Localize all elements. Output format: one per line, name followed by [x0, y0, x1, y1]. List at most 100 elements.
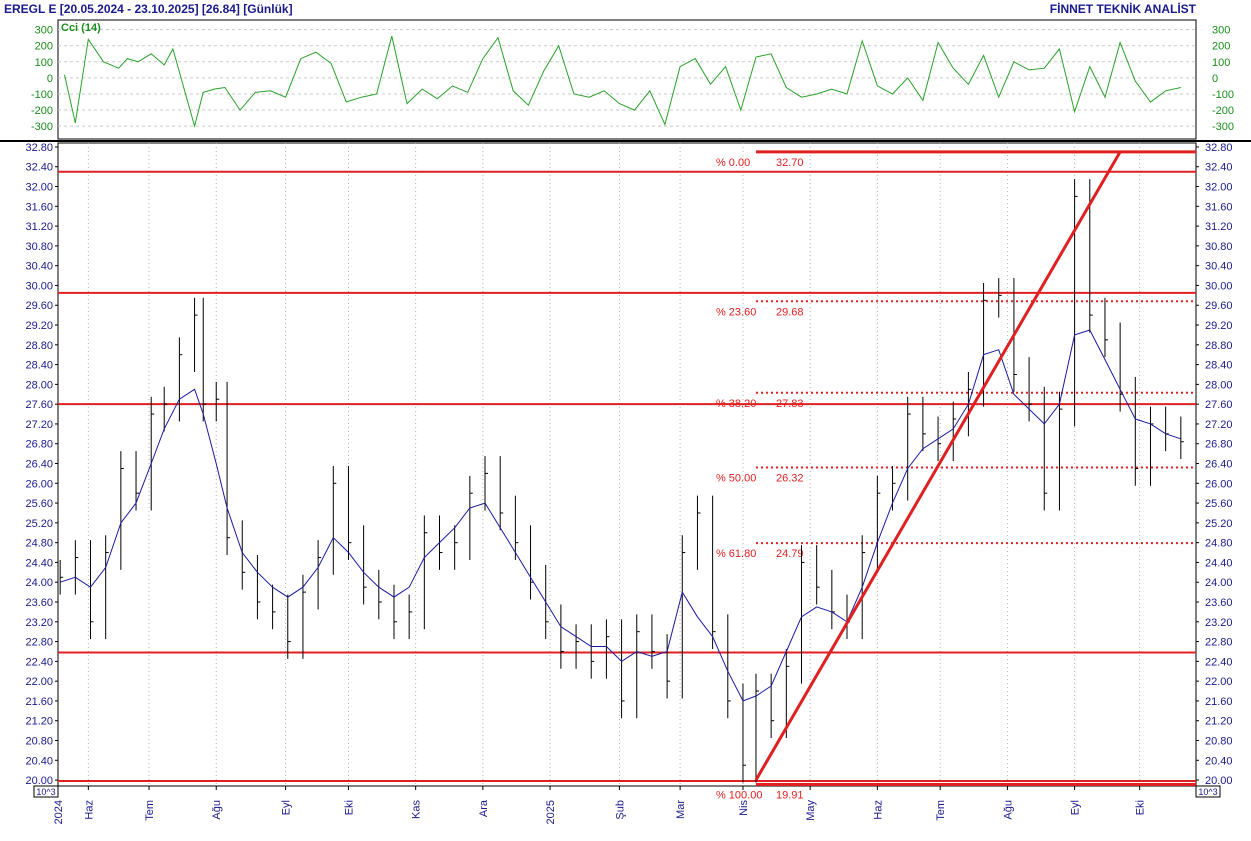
cci-tick-label-left: -200: [31, 105, 53, 117]
price-tick-label-left: 22.00: [25, 676, 53, 688]
price-tick-label-right: 24.80: [1205, 538, 1233, 550]
x-tick-label: May: [805, 800, 817, 821]
unit-note-right: 10^3: [1198, 787, 1217, 797]
price-tick-label-right: 20.00: [1205, 775, 1233, 787]
fibonacci-percent-label: % 23.60: [716, 306, 756, 318]
x-tick-label: Ara: [478, 799, 490, 817]
price-tick-label-right: 28.00: [1205, 379, 1233, 391]
fibonacci-levels: % 0.00 32.70 % 23.60 29.68 % 38.20 27.83 % 50.…: [716, 150, 1196, 802]
x-tick-label: Nis: [738, 800, 750, 816]
price-tick-label-right: 21.60: [1205, 696, 1233, 708]
price-vertical-grid: [87, 143, 1141, 786]
x-tick-label: Ağu: [1002, 800, 1014, 820]
price-panel-frame: [57, 142, 1197, 787]
brand-label: FİNNET TEKNİK ANALİST: [1050, 1, 1197, 16]
cci-tick-label-left: -100: [31, 89, 53, 101]
price-tick-label-right: 21.20: [1205, 716, 1233, 728]
price-tick-label-right: 28.80: [1205, 340, 1233, 352]
price-tick-label-left: 27.20: [25, 419, 53, 431]
cci-tick-label-left: 0: [47, 73, 53, 85]
price-tick-label-left: 23.20: [25, 617, 53, 629]
price-tick-label-right: 28.40: [1205, 360, 1233, 372]
cci-tick-label-right: 100: [1212, 57, 1230, 69]
chart-title: EREGL E [20.05.2024 - 23.10.2025] [26.84…: [4, 2, 293, 16]
price-tick-label-left: 29.20: [25, 320, 53, 332]
price-tick-label-right: 32.40: [1205, 162, 1233, 174]
x-tick-label: Kas: [411, 800, 423, 819]
fibonacci-percent-label: % 50.00: [716, 472, 756, 484]
price-tick-label-left: 27.60: [25, 399, 53, 411]
cci-tick-label-right: -200: [1212, 105, 1234, 117]
cci-tick-label-left: -300: [31, 121, 53, 133]
price-tick-label-right: 26.80: [1205, 439, 1233, 451]
price-tick-label-left: 20.00: [25, 775, 53, 787]
price-tick-label-right: 25.60: [1205, 498, 1233, 510]
price-tick-label-right: 23.20: [1205, 617, 1233, 629]
unit-note-box-left: [33, 785, 59, 798]
price-tick-label-left: 22.80: [25, 637, 53, 649]
fibonacci-percent-label: % 61.80: [716, 548, 756, 560]
price-tick-label-right: 31.60: [1205, 201, 1233, 213]
price-tick-label-right: 20.80: [1205, 735, 1233, 747]
moving-average-line: [60, 329, 1181, 702]
cci-grid: [58, 29, 1196, 127]
fibonacci-price-label: 29.68: [776, 306, 804, 318]
fibonacci-price-label: 26.32: [776, 472, 804, 484]
x-tick-label: Eki: [343, 800, 355, 815]
price-tick-label-right: 31.20: [1205, 221, 1233, 233]
x-tick-label: 2025: [545, 800, 557, 824]
price-tick-label-left: 31.60: [25, 201, 53, 213]
price-tick-label-left: 20.80: [25, 735, 53, 747]
cci-tick-label-left: 300: [35, 25, 53, 37]
x-tick-label: Eki: [1135, 800, 1147, 815]
price-tick-label-left: 22.40: [25, 656, 53, 668]
price-tick-label-left: 28.80: [25, 340, 53, 352]
price-tick-label-right: 30.00: [1205, 280, 1233, 292]
price-tick-label-right: 27.20: [1205, 419, 1233, 431]
fibonacci-price-label: 27.83: [776, 398, 804, 410]
price-tick-label-left: 26.40: [25, 459, 53, 471]
cci-tick-label-right: 300: [1212, 25, 1230, 37]
fibonacci-price-label: 24.79: [776, 548, 804, 560]
price-tick-label-left: 30.40: [25, 261, 53, 273]
price-tick-label-left: 21.20: [25, 716, 53, 728]
price-tick-label-left: 31.20: [25, 221, 53, 233]
fibonacci-percent-label: % 0.00: [716, 157, 750, 169]
fibonacci-price-label: 19.91: [776, 790, 804, 802]
price-tick-label-left: 24.00: [25, 577, 53, 589]
price-tick-label-right: 22.80: [1205, 637, 1233, 649]
price-tick-label-right: 20.40: [1205, 755, 1233, 767]
cci-panel-frame: [57, 19, 1197, 140]
price-tick-label-right: 26.00: [1205, 478, 1233, 490]
cci-tick-label-left: 200: [35, 41, 53, 53]
cci-y-axis: 300 300 200 200 100 100 0 0 -100 -100 -200 -200 -300…: [31, 25, 1234, 133]
price-tick-label-left: 32.00: [25, 182, 53, 194]
price-tick-label-right: 23.60: [1205, 597, 1233, 609]
price-tick-label-left: 20.40: [25, 755, 53, 767]
x-tick-label: 2024: [53, 800, 65, 824]
price-tick-label-left: 32.80: [25, 142, 53, 154]
price-tick-label-right: 30.40: [1205, 261, 1233, 273]
price-tick-label-right: 22.00: [1205, 676, 1233, 688]
price-tick-label-left: 28.00: [25, 379, 53, 391]
x-tick-label: Eyl: [1070, 800, 1082, 815]
price-tick-label-left: 29.60: [25, 300, 53, 312]
price-tick-label-right: 32.80: [1205, 142, 1233, 154]
price-tick-label-right: 26.40: [1205, 459, 1233, 471]
cci-tick-label-right: -300: [1212, 121, 1234, 133]
price-y-axis: 32.80 32.80 32.40 32.40 32.00 32.00 31.60 31.60…: [25, 142, 1232, 787]
price-tick-label-left: 23.60: [25, 597, 53, 609]
price-tick-label-right: 25.20: [1205, 518, 1233, 530]
price-tick-label-left: 26.00: [25, 478, 53, 490]
price-tick-label-left: 21.60: [25, 696, 53, 708]
price-tick-label-left: 30.00: [25, 280, 53, 292]
x-tick-label: Haz: [872, 800, 884, 820]
price-tick-label-left: 26.80: [25, 439, 53, 451]
fibonacci-percent-label: % 38.20: [716, 398, 756, 410]
price-tick-label-right: 27.60: [1205, 399, 1233, 411]
x-tick-label: Şub: [614, 800, 626, 820]
price-tick-label-left: 32.40: [25, 162, 53, 174]
price-tick-label-right: 29.60: [1205, 300, 1233, 312]
price-tick-label-right: 24.40: [1205, 557, 1233, 569]
